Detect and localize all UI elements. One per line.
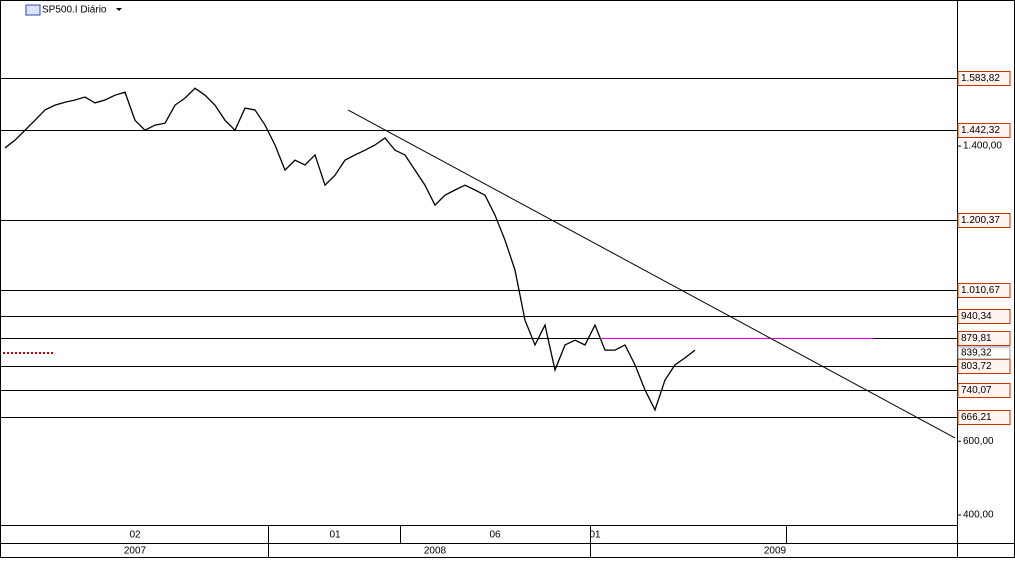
- icon: [25, 4, 41, 16]
- level-label: 803,72: [961, 361, 992, 372]
- level-label: 1.442,32: [961, 125, 1000, 136]
- x-tick-label: 01: [329, 530, 341, 541]
- trend-line: [347, 109, 956, 439]
- level-label: 740,07: [961, 385, 992, 396]
- level-box: [957, 359, 1011, 374]
- x-tick-label: 02: [129, 530, 141, 541]
- level-label: 879,81: [961, 333, 992, 344]
- last-price-label: 839,32: [961, 348, 992, 359]
- dropdown-arrow[interactable]: [116, 8, 122, 11]
- chart-title: SP500.I Diário: [42, 5, 107, 16]
- y-tick-label: 600,00: [963, 436, 994, 447]
- y-tick-label: 400,00: [963, 510, 994, 521]
- level-label: 1.583,82: [961, 73, 1000, 84]
- level-box: [957, 123, 1011, 138]
- level-box: [957, 309, 1011, 324]
- level-box: [957, 213, 1011, 228]
- level-box: [957, 71, 1011, 86]
- level-label: 1.200,37: [961, 215, 1000, 226]
- year-label: 2007: [124, 546, 147, 557]
- level-label: 666,21: [961, 412, 992, 423]
- level-box: [957, 383, 1011, 398]
- y-tick-label: 1.400,00: [963, 141, 1002, 152]
- level-label: 940,34: [961, 311, 992, 322]
- price-line: [4, 87, 696, 412]
- x-tick-label: 06: [489, 530, 501, 541]
- year-label: 2008: [424, 546, 447, 557]
- level-box: [957, 410, 1011, 425]
- level-label: 1.010,67: [961, 285, 1000, 296]
- year-label: 2009: [764, 546, 787, 557]
- level-box: [957, 283, 1011, 298]
- x-tick-label: 01: [589, 530, 601, 541]
- last-price-box: [957, 346, 1011, 360]
- level-box: [957, 331, 1011, 346]
